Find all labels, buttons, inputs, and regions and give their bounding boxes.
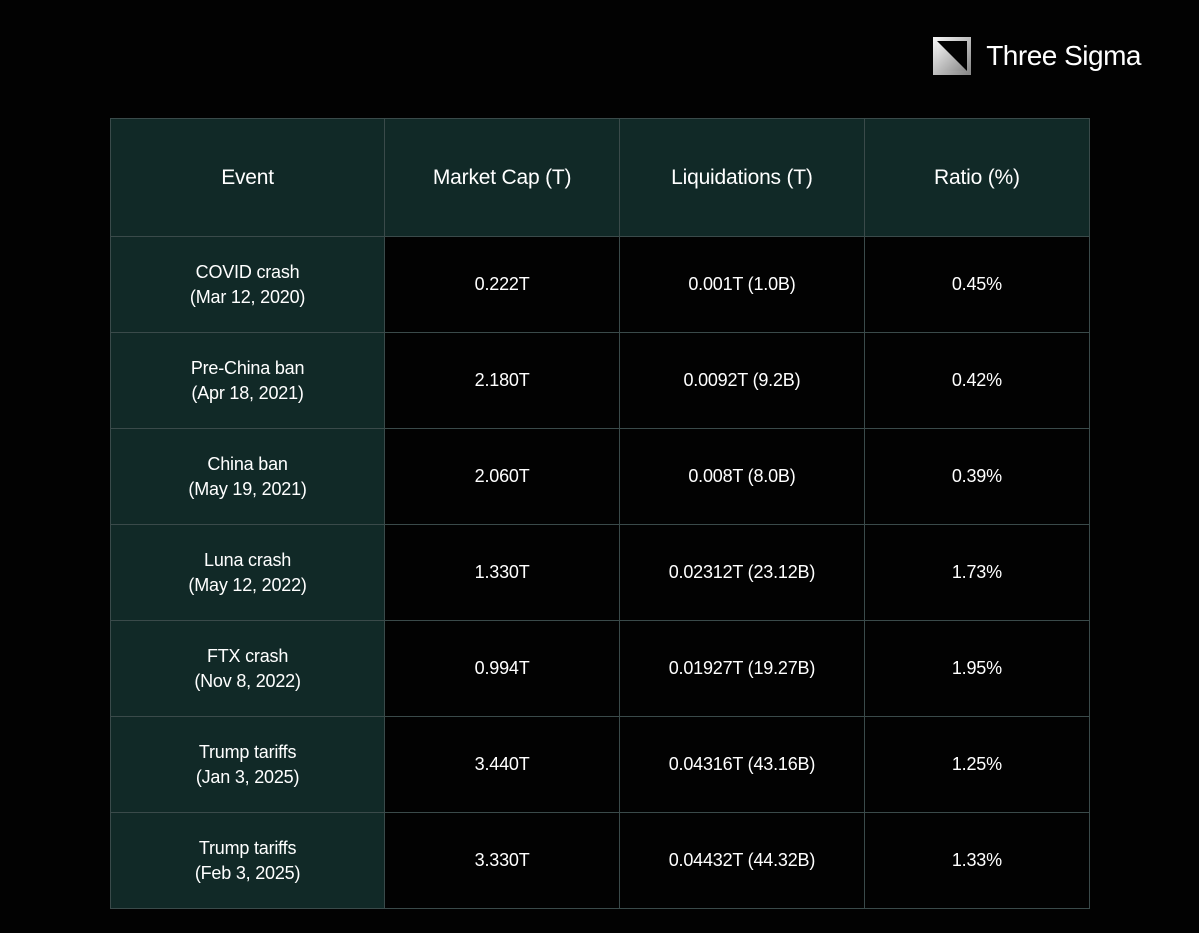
table-row: Trump tariffs (Jan 3, 2025) 3.440T 0.043… xyxy=(111,717,1090,813)
cell-event: Trump tariffs (Feb 3, 2025) xyxy=(111,813,385,909)
cell-liquidations: 0.04432T (44.32B) xyxy=(620,813,865,909)
cell-liquidations: 0.04316T (43.16B) xyxy=(620,717,865,813)
event-date: (Feb 3, 2025) xyxy=(129,861,366,885)
cell-market-cap: 0.994T xyxy=(385,621,620,717)
table-row: COVID crash (Mar 12, 2020) 0.222T 0.001T… xyxy=(111,237,1090,333)
table-row: Pre-China ban (Apr 18, 2021) 2.180T 0.00… xyxy=(111,333,1090,429)
event-name: FTX crash xyxy=(129,644,366,668)
event-date: (May 12, 2022) xyxy=(129,573,366,597)
table-header-row: Event Market Cap (T) Liquidations (T) Ra… xyxy=(111,119,1090,237)
events-table: Event Market Cap (T) Liquidations (T) Ra… xyxy=(110,118,1090,909)
cell-market-cap: 2.180T xyxy=(385,333,620,429)
event-name: Pre-China ban xyxy=(129,356,366,380)
event-name: Trump tariffs xyxy=(129,836,366,860)
event-name: Trump tariffs xyxy=(129,740,366,764)
cell-event: COVID crash (Mar 12, 2020) xyxy=(111,237,385,333)
cell-event: Luna crash (May 12, 2022) xyxy=(111,525,385,621)
cell-ratio: 0.42% xyxy=(864,333,1089,429)
cell-market-cap: 1.330T xyxy=(385,525,620,621)
cell-event: China ban (May 19, 2021) xyxy=(111,429,385,525)
table-row: Trump tariffs (Feb 3, 2025) 3.330T 0.044… xyxy=(111,813,1090,909)
event-date: (Apr 18, 2021) xyxy=(129,381,366,405)
cell-liquidations: 0.001T (1.0B) xyxy=(620,237,865,333)
cell-market-cap: 2.060T xyxy=(385,429,620,525)
cell-event: FTX crash (Nov 8, 2022) xyxy=(111,621,385,717)
table-row: China ban (May 19, 2021) 2.060T 0.008T (… xyxy=(111,429,1090,525)
table-row: FTX crash (Nov 8, 2022) 0.994T 0.01927T … xyxy=(111,621,1090,717)
brand-logo: Three Sigma xyxy=(932,36,1141,76)
cell-liquidations: 0.0092T (9.2B) xyxy=(620,333,865,429)
cell-event: Trump tariffs (Jan 3, 2025) xyxy=(111,717,385,813)
col-header-market-cap: Market Cap (T) xyxy=(385,119,620,237)
cell-liquidations: 0.01927T (19.27B) xyxy=(620,621,865,717)
col-header-liquidations: Liquidations (T) xyxy=(620,119,865,237)
cell-ratio: 1.25% xyxy=(864,717,1089,813)
brand-name: Three Sigma xyxy=(986,40,1141,72)
cell-ratio: 0.45% xyxy=(864,237,1089,333)
cell-ratio: 1.33% xyxy=(864,813,1089,909)
col-header-ratio: Ratio (%) xyxy=(864,119,1089,237)
event-name: COVID crash xyxy=(129,260,366,284)
three-sigma-icon xyxy=(932,36,972,76)
event-date: (May 19, 2021) xyxy=(129,477,366,501)
cell-liquidations: 0.008T (8.0B) xyxy=(620,429,865,525)
col-header-event: Event xyxy=(111,119,385,237)
cell-event: Pre-China ban (Apr 18, 2021) xyxy=(111,333,385,429)
events-table-container: Event Market Cap (T) Liquidations (T) Ra… xyxy=(110,118,1090,909)
cell-market-cap: 0.222T xyxy=(385,237,620,333)
event-name: Luna crash xyxy=(129,548,366,572)
cell-ratio: 1.73% xyxy=(864,525,1089,621)
event-date: (Mar 12, 2020) xyxy=(129,285,366,309)
cell-ratio: 1.95% xyxy=(864,621,1089,717)
cell-ratio: 0.39% xyxy=(864,429,1089,525)
event-date: (Nov 8, 2022) xyxy=(129,669,366,693)
cell-market-cap: 3.440T xyxy=(385,717,620,813)
cell-market-cap: 3.330T xyxy=(385,813,620,909)
cell-liquidations: 0.02312T (23.12B) xyxy=(620,525,865,621)
event-date: (Jan 3, 2025) xyxy=(129,765,366,789)
table-body: COVID crash (Mar 12, 2020) 0.222T 0.001T… xyxy=(111,237,1090,909)
table-row: Luna crash (May 12, 2022) 1.330T 0.02312… xyxy=(111,525,1090,621)
event-name: China ban xyxy=(129,452,366,476)
